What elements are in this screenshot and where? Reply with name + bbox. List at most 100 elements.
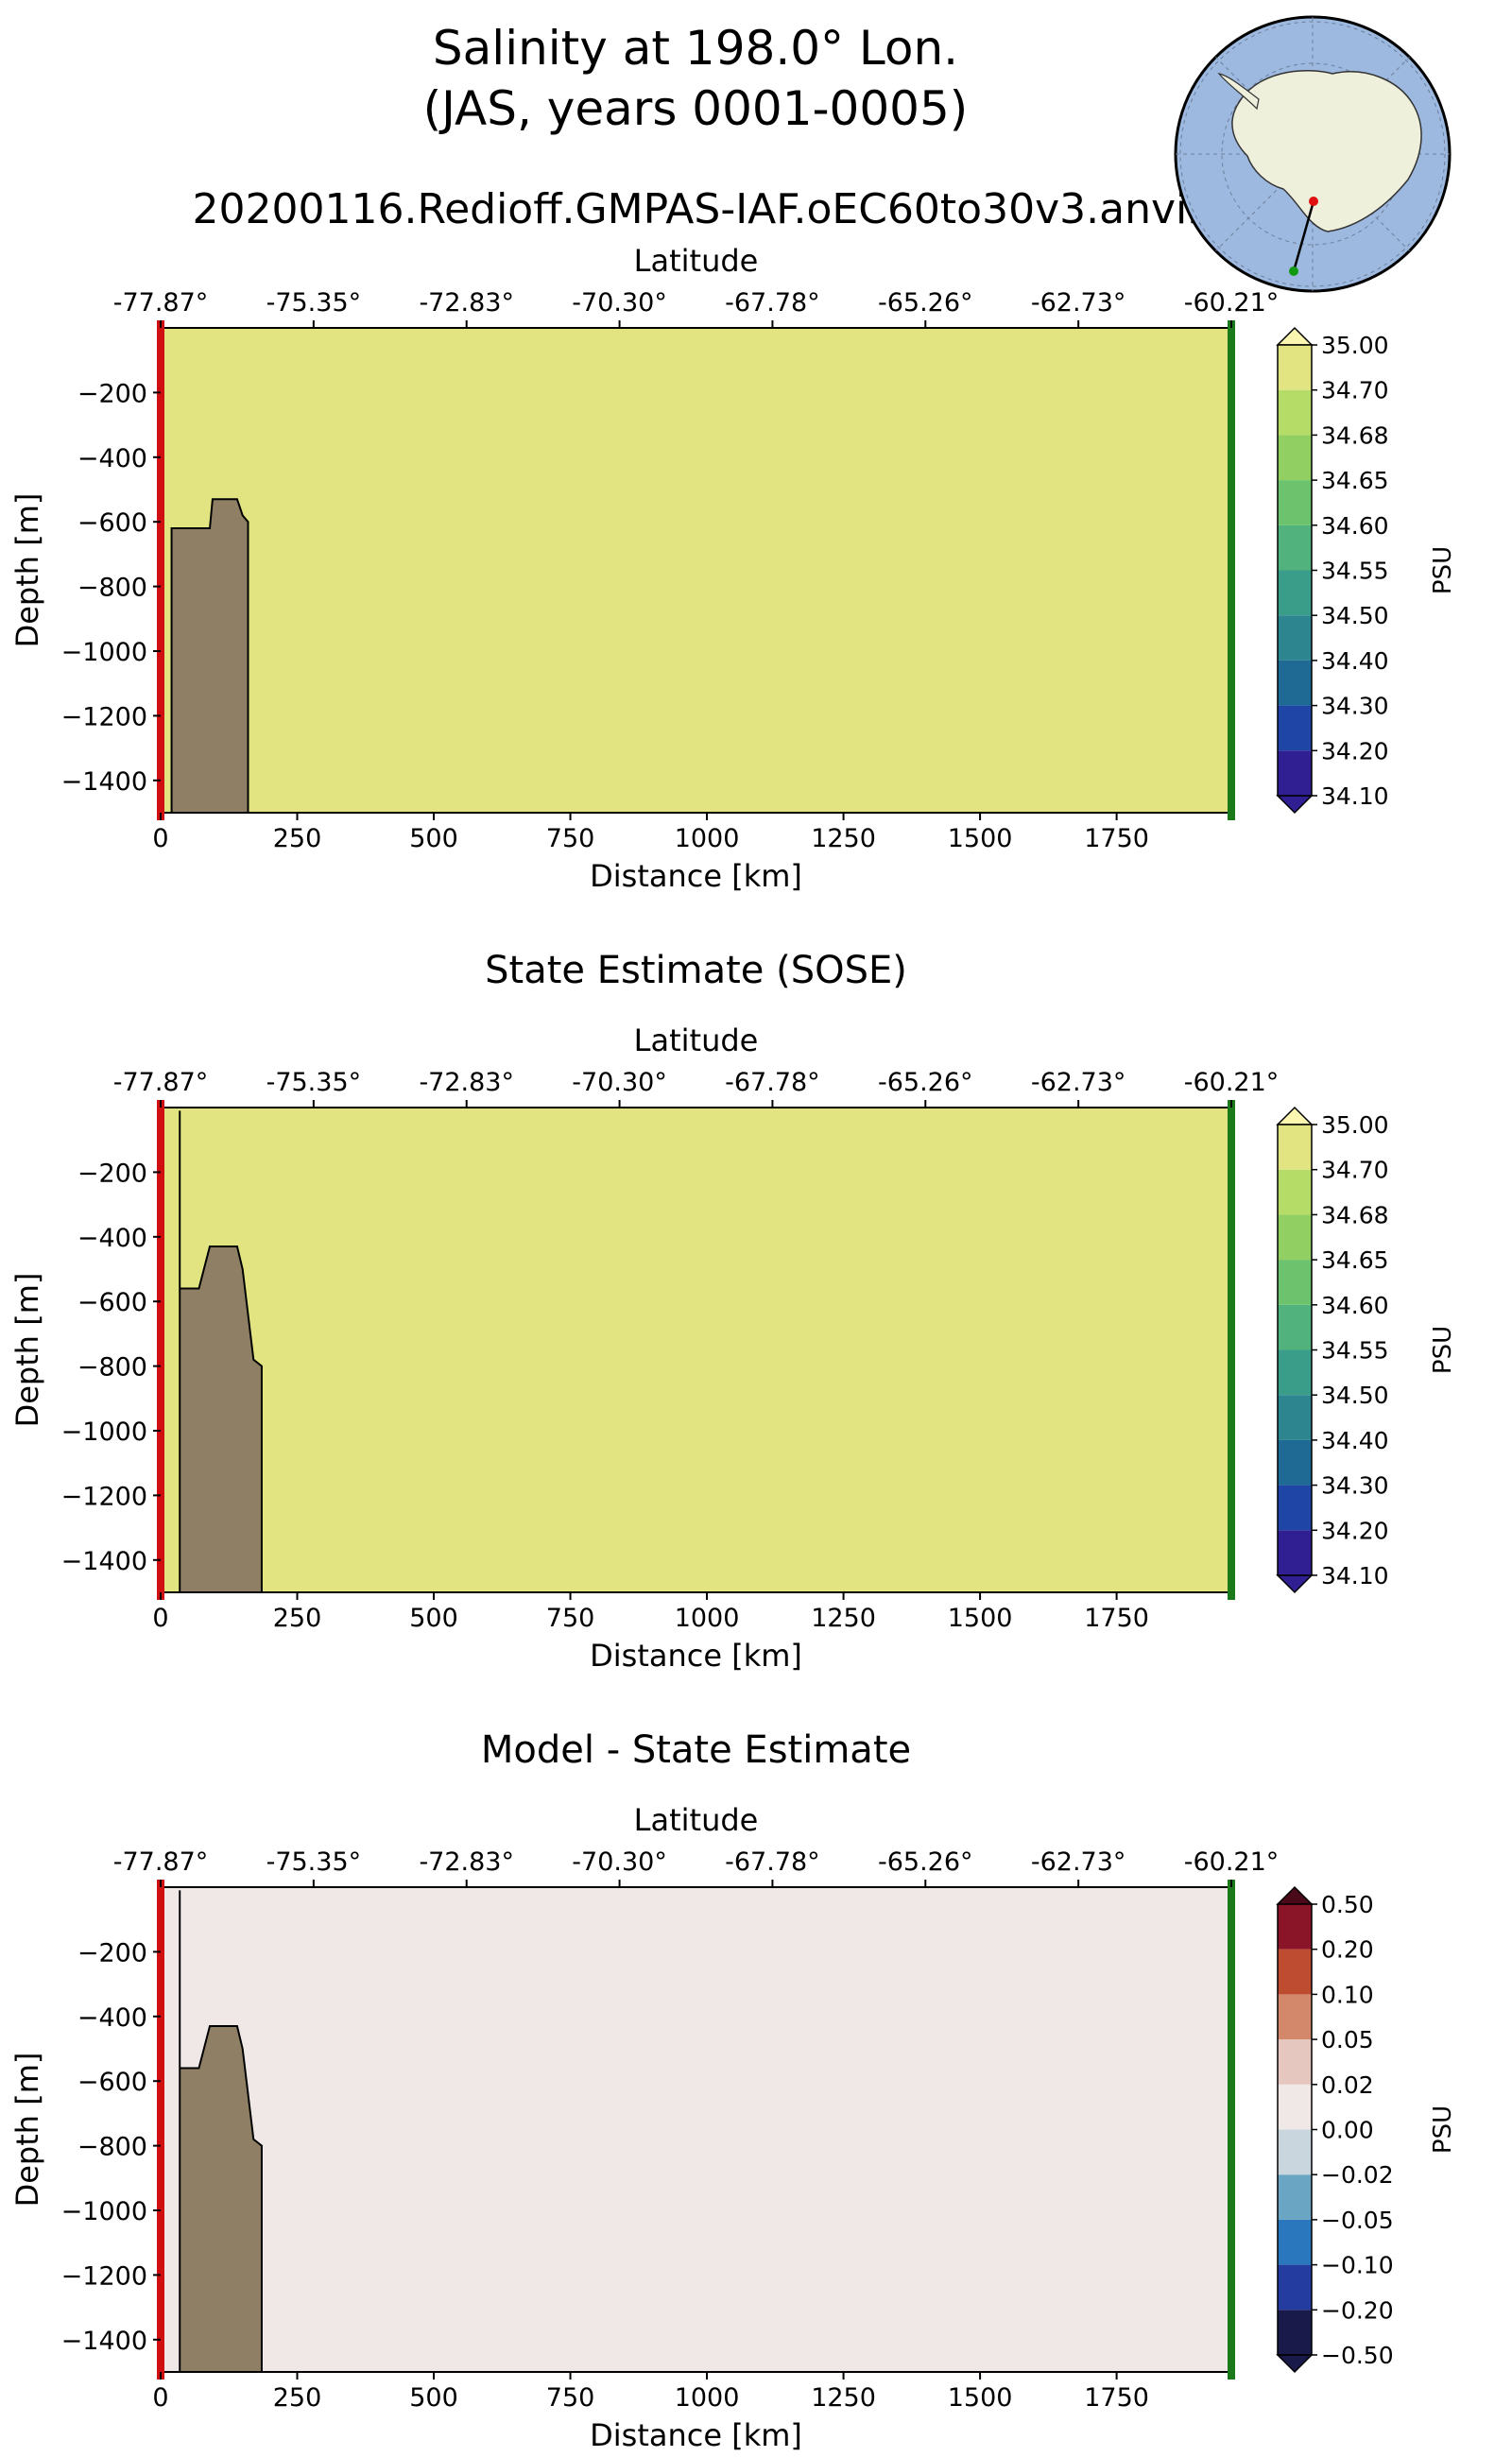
colorbar-bin [1278, 1169, 1312, 1215]
colorbar-label: PSU [1429, 2105, 1457, 2154]
y-tick-label: −800 [77, 574, 147, 603]
colorbar-bin [1278, 750, 1312, 796]
colorbar-bin [1278, 1949, 1312, 1995]
x-tick-label: 1000 [675, 824, 740, 853]
colorbar-bin [1278, 1395, 1312, 1440]
salinity-fill-deep [161, 1108, 1231, 1592]
top-axis-label: Latitude [634, 1802, 759, 1838]
inset-start-point [1309, 197, 1318, 206]
x-tick-label: 1500 [948, 1604, 1013, 1633]
diff-patch-p0p05-mid [593, 1879, 630, 1887]
y-tick-label: −200 [77, 1159, 147, 1188]
colorbar-bin [1278, 2219, 1312, 2265]
section-start-marker [157, 320, 164, 820]
figure-title-line2: (JAS, years 0001-0005) [423, 81, 969, 136]
lat-tick-label: -70.30° [572, 1068, 667, 1097]
colorbar-bin [1278, 615, 1312, 661]
colorbar-tick-label: 34.20 [1321, 737, 1389, 765]
colorbar-bin [1278, 2039, 1312, 2085]
colorbar-tick-label: −0.10 [1321, 2252, 1394, 2279]
colorbar-tick-label: 34.68 [1321, 1201, 1389, 1228]
colorbar-bin [1278, 1304, 1312, 1350]
section-start-marker [157, 1880, 164, 2380]
x-tick-label: 750 [546, 1604, 595, 1633]
inset-section-line [1292, 200, 1315, 272]
y-tick-label: −600 [77, 2068, 147, 2097]
y-tick-label: −200 [77, 1938, 147, 1967]
y-tick-label: −1000 [61, 1418, 147, 1447]
x-tick-label: 250 [273, 824, 322, 853]
colorbar-tick-label: 34.30 [1321, 1472, 1389, 1500]
inset-end-point [1289, 266, 1298, 276]
y-tick-label: −400 [77, 1224, 147, 1253]
colorbar-tick-label: 34.10 [1321, 782, 1389, 810]
colorbar-bin [1278, 1530, 1312, 1575]
lat-tick-label: -67.78° [725, 288, 820, 318]
colorbar-bin [1278, 1904, 1312, 1950]
colorbar-label: PSU [1429, 546, 1457, 594]
colorbar-bin [1278, 524, 1312, 571]
y-tick-label: −600 [77, 1288, 147, 1317]
lat-tick-label: -67.78° [725, 1847, 820, 1877]
colorbar-bin [1278, 705, 1312, 751]
colorbar-tick-label: 34.50 [1321, 1382, 1389, 1409]
top-axis-label: Latitude [634, 1022, 759, 1058]
colorbar-bin [1278, 2084, 1312, 2130]
y-axis-label: Depth [m] [9, 493, 45, 648]
lat-tick-label: -60.21° [1184, 1847, 1280, 1877]
colorbar-tick-label: 34.55 [1321, 1337, 1389, 1365]
lat-tick-label: -77.87° [113, 288, 209, 318]
figure-title-line1: Salinity at 198.0° Lon. [433, 21, 958, 76]
colorbar-bin [1278, 435, 1312, 481]
colorbar-bin [1278, 1994, 1312, 2040]
colorbar-tick-label: 34.40 [1321, 1427, 1389, 1454]
section-start-marker [157, 1100, 164, 1600]
colorbar-tick-label: 0.20 [1321, 1936, 1374, 1964]
lat-tick-label: -65.26° [878, 1068, 973, 1097]
x-tick-label: 750 [546, 2383, 595, 2413]
colorbar-tick-label: 34.70 [1321, 1157, 1389, 1184]
colorbar-tick-label: 0.00 [1321, 2117, 1374, 2144]
colorbar-bin [1278, 2174, 1312, 2220]
colorbar-bin [1278, 1214, 1312, 1261]
section-end-marker [1228, 1880, 1235, 2380]
x-tick-label: 1500 [948, 2383, 1013, 2413]
plot-area [161, 328, 1231, 813]
lat-tick-label: -70.30° [572, 288, 667, 318]
colorbar-bin [1278, 2264, 1312, 2311]
colorbar-bin [1278, 660, 1312, 706]
colorbar-tick-label: −0.50 [1321, 2342, 1394, 2369]
colorbar-tick-label: 34.55 [1321, 558, 1389, 585]
lat-tick-label: -75.35° [266, 1847, 362, 1877]
panel-1: 0 250 500 750 1000 1250 1500 1750 Distance [km] -… [9, 243, 1457, 894]
lat-tick-label: -62.73° [1031, 1068, 1126, 1097]
colorbar-bin [1278, 1349, 1312, 1396]
bathymetry-land [161, 1110, 263, 1592]
x-tick-label: 1250 [811, 1604, 876, 1633]
lat-tick-label: -72.83° [419, 288, 514, 318]
lat-tick-label: -77.87° [113, 1068, 209, 1097]
y-tick-label: −800 [77, 2133, 147, 2162]
y-axis-label: Depth [m] [9, 2053, 45, 2208]
diff-band-p0p05-right [1133, 1780, 1204, 1845]
colorbar-over-triangle [1276, 326, 1314, 346]
x-tick-label: 750 [546, 824, 595, 853]
bathymetry-land [161, 498, 249, 813]
colorbar-tick-label: 34.60 [1321, 1292, 1389, 1319]
colorbar-tick-label: 0.05 [1321, 2026, 1374, 2053]
colorbar-tick-label: −0.02 [1321, 2161, 1394, 2189]
colorbar-tick-label: 34.30 [1321, 693, 1389, 720]
x-tick-label: 1500 [948, 824, 1013, 853]
colorbar-under-triangle [1276, 795, 1314, 815]
salinity-fill-deep [161, 328, 1231, 813]
x-tick-label: 1000 [675, 1604, 740, 1633]
y-tick-label: −400 [77, 444, 147, 473]
y-tick-label: −600 [77, 508, 147, 538]
x-axis-label: Distance [km] [590, 858, 802, 894]
lat-tick-label: -62.73° [1031, 288, 1126, 318]
colorbar-tick-label: 34.20 [1321, 1517, 1389, 1544]
colorbar-label: PSU [1429, 1326, 1457, 1374]
panel-2: State Estimate (SOSE) 0 250 500 750 1000 1250 1… [9, 949, 1457, 1674]
x-tick-label: 500 [409, 824, 458, 853]
